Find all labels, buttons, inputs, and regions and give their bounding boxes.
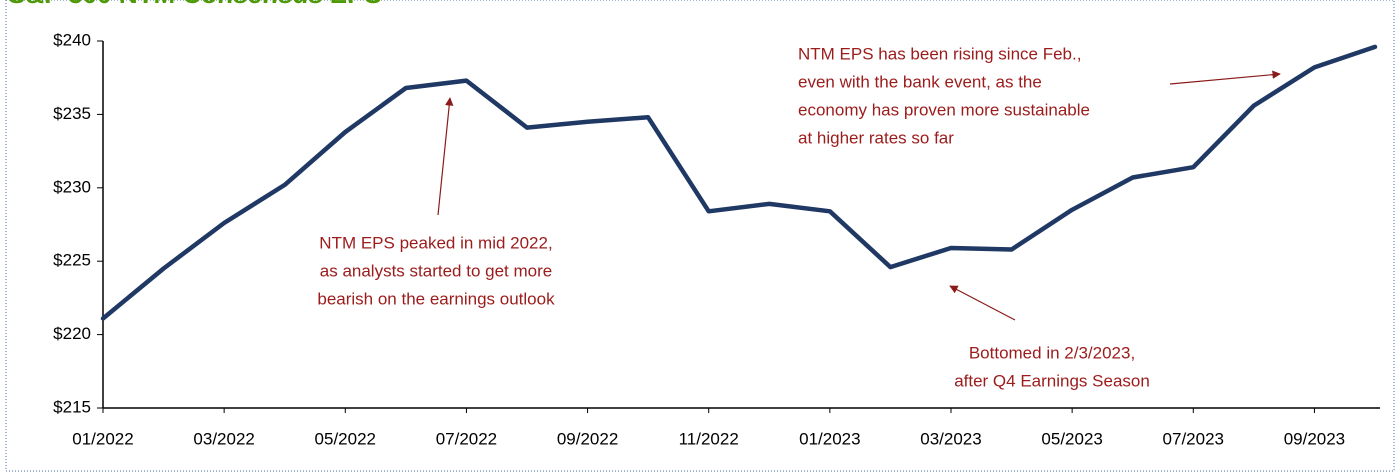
x-tick-label: 03/2022 [193, 429, 254, 448]
annotation: NTM EPS peaked in mid 2022, [319, 233, 552, 252]
annotation: even with the bank event, as the [798, 72, 1042, 91]
x-tick-label: 09/2022 [557, 429, 618, 448]
x-tick-label: 03/2023 [920, 429, 981, 448]
x-tick-label: 01/2023 [799, 429, 860, 448]
annotation: after Q4 Earnings Season [954, 371, 1150, 390]
x-tick-label: 05/2022 [315, 429, 376, 448]
annotation: as analysts started to get more [320, 261, 552, 280]
x-tick-label: 07/2023 [1163, 429, 1224, 448]
frame [5, 0, 1395, 472]
y-tick-label: $220 [53, 324, 91, 343]
x-tick-label: 07/2022 [436, 429, 497, 448]
line-series [100, 44, 1378, 321]
y-tick-label: $240 [53, 30, 91, 49]
annotation: Bottomed in 2/3/2023, [969, 343, 1135, 362]
annotation: at higher rates so far [798, 128, 954, 147]
x-tick-label: 09/2023 [1284, 429, 1345, 448]
x-tick-label: 11/2022 [679, 429, 739, 448]
arrow [437, 97, 454, 216]
annotation: economy has proven more sustainable [798, 100, 1090, 119]
y-tick-label: $230 [53, 177, 91, 196]
chart-title: S&P 500 NTM Consensus EPS [8, 0, 382, 9]
x-tick-label: 01/2022 [72, 429, 133, 448]
annotation: bearish on the earnings outlook [317, 289, 555, 308]
y-tick-label: $225 [53, 251, 91, 270]
arrow [1169, 70, 1281, 85]
y-tick-label: $235 [53, 104, 91, 123]
y-tick-label: $215 [53, 397, 91, 416]
x-tick-label: 05/2023 [1041, 429, 1102, 448]
annotation: NTM EPS has been rising since Feb., [798, 44, 1081, 63]
arrow [949, 285, 1016, 321]
